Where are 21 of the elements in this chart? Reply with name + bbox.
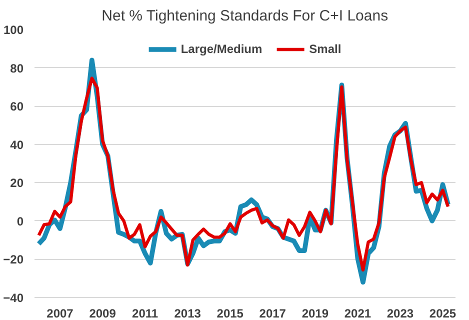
- x-tick-label: 2017: [259, 306, 286, 320]
- y-tick-label: −40: [3, 291, 24, 305]
- y-tick-label: 100: [3, 23, 24, 37]
- x-tick-label: 2025: [429, 306, 456, 320]
- y-tick-label: −20: [3, 252, 24, 267]
- x-tick-label: 2019: [302, 306, 329, 320]
- x-tick-label: 2021: [344, 306, 372, 320]
- y-tick-label: 80: [10, 61, 24, 76]
- y-tick-label: 20: [10, 176, 24, 190]
- y-tick-label: 0: [16, 214, 24, 228]
- x-tick-label: 2009: [89, 306, 116, 320]
- x-tick-label: 2023: [386, 306, 414, 320]
- x-tick-label: 2011: [132, 306, 158, 320]
- y-tick-label: 40: [10, 138, 24, 152]
- y-tick-label: 60: [10, 100, 24, 114]
- legend-label: Small: [309, 42, 342, 56]
- x-tick-label: 2013: [174, 306, 202, 320]
- x-tick-label: 2007: [46, 306, 74, 320]
- legend-label: Large/Medium: [180, 42, 262, 56]
- chart-title: Net % Tightening Standards For C+I Loans: [102, 8, 388, 24]
- x-tick-label: 2015: [216, 306, 244, 320]
